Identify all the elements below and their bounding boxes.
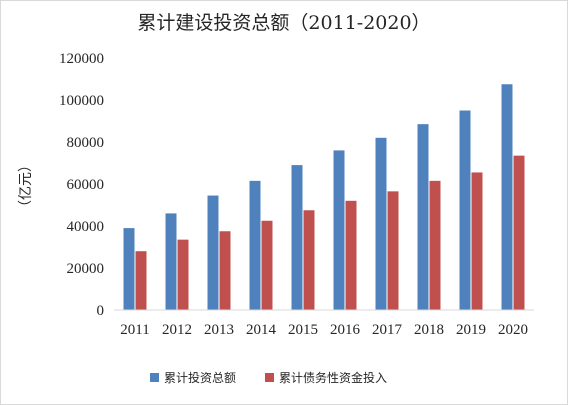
x-tick-label: 2016 xyxy=(330,322,361,338)
y-tick-label: 60000 xyxy=(67,177,105,193)
y-axis-label: （亿元） xyxy=(18,158,34,214)
x-tick-label: 2020 xyxy=(498,322,528,338)
legend-label: 累计债务性资金投入 xyxy=(279,370,387,385)
x-tick-label: 2019 xyxy=(456,322,486,338)
bar-total-investment-2014 xyxy=(249,180,261,310)
x-tick-label: 2015 xyxy=(288,322,318,338)
legend-swatch xyxy=(265,373,274,382)
x-tick-label: 2018 xyxy=(414,322,444,338)
chart-title: 累计建设投资总额（2011-2020） xyxy=(137,12,430,34)
x-tick-label: 2017 xyxy=(372,322,403,338)
bar-total-investment-2016 xyxy=(333,150,345,310)
bar-series xyxy=(123,84,525,311)
bar-debt-funding-2013 xyxy=(219,231,231,310)
bar-debt-funding-2018 xyxy=(429,180,441,310)
bar-debt-funding-2020 xyxy=(513,155,525,310)
y-tick-label: 40000 xyxy=(67,219,105,235)
bar-debt-funding-2019 xyxy=(471,172,483,310)
y-axis-ticks: 0 20000 40000 60000 80000 100000 120000 xyxy=(59,51,104,319)
y-tick-label: 0 xyxy=(97,303,105,319)
legend: 累计投资总额 累计债务性资金投入 xyxy=(150,370,387,385)
bar-debt-funding-2011 xyxy=(135,251,147,310)
bar-total-investment-2019 xyxy=(459,110,471,310)
bar-total-investment-2011 xyxy=(123,228,135,310)
bar-debt-funding-2012 xyxy=(177,239,189,310)
bar-debt-funding-2015 xyxy=(303,210,315,310)
bar-debt-funding-2014 xyxy=(261,220,273,310)
x-tick-label: 2013 xyxy=(204,322,234,338)
bar-total-investment-2015 xyxy=(291,165,303,310)
y-tick-label: 80000 xyxy=(67,135,105,151)
legend-label: 累计投资总额 xyxy=(164,370,236,385)
bar-total-investment-2012 xyxy=(165,213,177,310)
x-tick-label: 2014 xyxy=(246,322,277,338)
bar-debt-funding-2016 xyxy=(345,200,357,310)
x-tick-label: 2011 xyxy=(120,322,149,338)
bar-total-investment-2020 xyxy=(501,84,513,310)
y-tick-label: 100000 xyxy=(59,93,104,109)
y-tick-label: 20000 xyxy=(67,261,105,277)
bar-total-investment-2017 xyxy=(375,137,387,310)
bar-total-investment-2018 xyxy=(417,124,429,311)
bar-total-investment-2013 xyxy=(207,195,219,310)
x-tick-label: 2012 xyxy=(162,322,192,338)
x-axis-ticks: 2011 2012 2013 2014 2015 2016 2017 2018 2019 2020 xyxy=(120,322,528,338)
legend-swatch xyxy=(150,373,159,382)
bar-debt-funding-2017 xyxy=(387,191,399,310)
y-tick-label: 120000 xyxy=(59,51,104,67)
